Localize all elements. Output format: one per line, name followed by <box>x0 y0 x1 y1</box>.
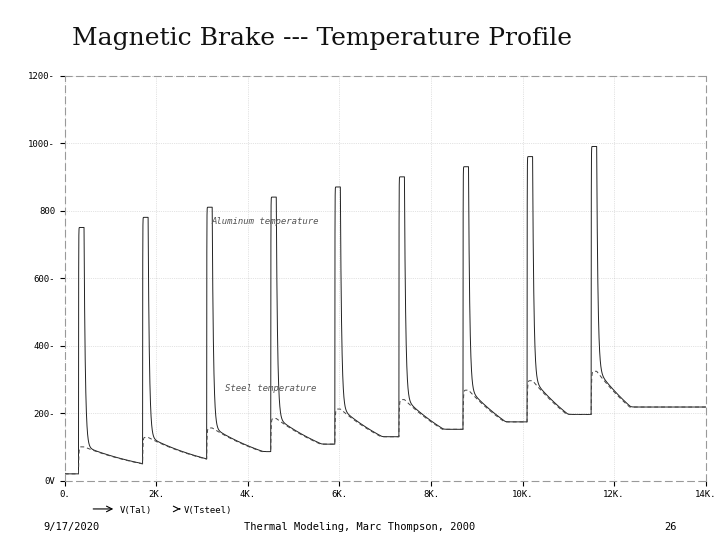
V(Tsteel) <box>60 471 69 477</box>
Text: 9/17/2020: 9/17/2020 <box>43 522 99 532</box>
V(Tal) <box>60 471 69 477</box>
Text: Magnetic Brake --- Temperature Profile: Magnetic Brake --- Temperature Profile <box>72 27 572 50</box>
V(Tal) <box>226 435 235 441</box>
Text: Aluminum temperature: Aluminum temperature <box>211 217 319 226</box>
V(Tal) <box>356 420 365 427</box>
V(Tsteel) <box>226 435 235 442</box>
V(Tsteel) <box>261 448 269 455</box>
Text: Steel temperature: Steel temperature <box>225 384 316 393</box>
Line: V(Tsteel): V(Tsteel) <box>65 372 706 474</box>
V(Tsteel) <box>444 426 452 433</box>
V(Tal) <box>701 404 710 410</box>
Text: 26: 26 <box>665 522 677 532</box>
Text: V(Tsteel): V(Tsteel) <box>184 507 232 516</box>
Text: Thermal Modeling, Marc Thompson, 2000: Thermal Modeling, Marc Thompson, 2000 <box>244 522 476 532</box>
V(Tal) <box>622 400 631 406</box>
V(Tsteel) <box>701 404 710 410</box>
V(Tal) <box>590 143 599 150</box>
V(Tsteel) <box>593 368 601 375</box>
V(Tsteel) <box>261 448 270 455</box>
V(Tal) <box>444 426 452 433</box>
V(Tal) <box>261 448 269 455</box>
V(Tal) <box>261 448 270 455</box>
V(Tsteel) <box>622 401 631 407</box>
Line: V(Tal): V(Tal) <box>65 146 706 474</box>
Text: V(Tal): V(Tal) <box>120 507 151 516</box>
V(Tsteel) <box>356 421 365 428</box>
